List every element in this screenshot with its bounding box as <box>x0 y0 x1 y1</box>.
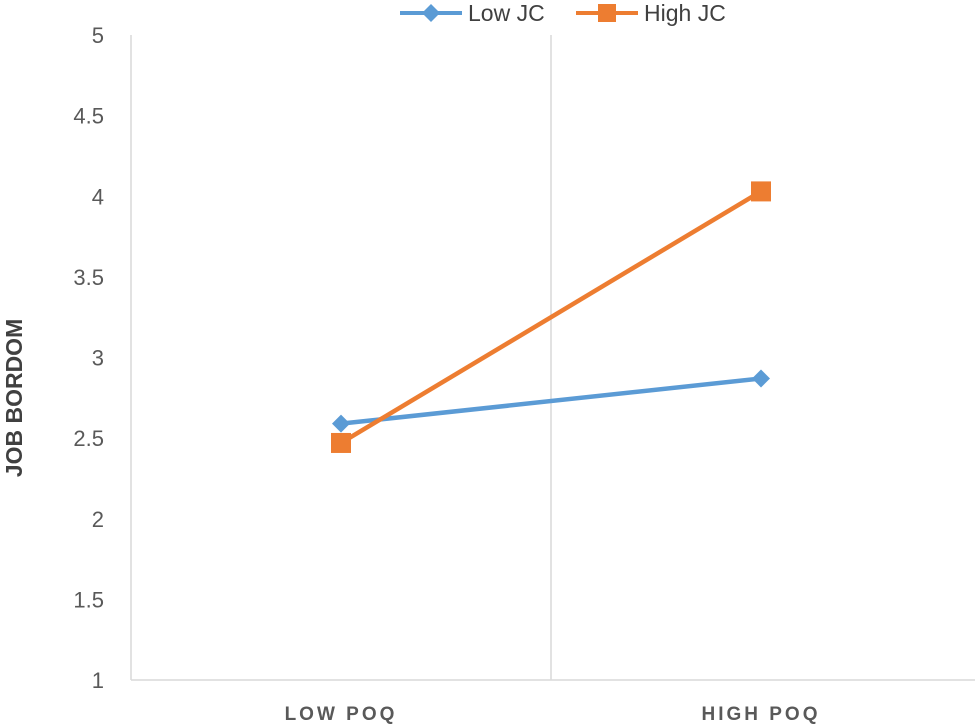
legend-square-icon <box>598 4 616 22</box>
y-tick-label: 3.5 <box>73 265 104 290</box>
series-line-high-jc <box>339 189 763 445</box>
legend: Low JC High JC <box>400 0 726 26</box>
x-tick-labels: LOW POQ HIGH POQ <box>285 704 820 725</box>
y-tick-label: 1 <box>92 668 104 693</box>
x-tick-label: HIGH POQ <box>701 704 820 725</box>
data-point-high-jc <box>331 432 351 453</box>
data-point-high-jc <box>751 181 771 202</box>
y-tick-label: 2.5 <box>73 426 104 451</box>
y-tick-label: 4.5 <box>73 104 104 129</box>
x-tick-label: LOW POQ <box>285 704 398 725</box>
series-layer <box>331 181 771 453</box>
data-point-low-jc <box>752 369 770 388</box>
y-tick-label: 5 <box>92 23 104 48</box>
y-axis-label: JOB BORDOM <box>1 319 27 477</box>
legend-label-low-jc: Low JC <box>468 0 545 26</box>
legend-label-high-jc: High JC <box>644 0 726 26</box>
data-point-low-jc <box>332 414 350 433</box>
series-line-low-jc <box>340 376 762 426</box>
y-tick-label: 3 <box>92 346 104 371</box>
legend-diamond-icon <box>422 4 440 22</box>
y-tick-label: 4 <box>92 184 104 209</box>
y-tick-labels: 1 1.5 2 2.5 3 3.5 4 4.5 5 <box>73 23 104 693</box>
y-tick-label: 2 <box>92 507 104 532</box>
y-tick-label: 1.5 <box>73 587 104 612</box>
